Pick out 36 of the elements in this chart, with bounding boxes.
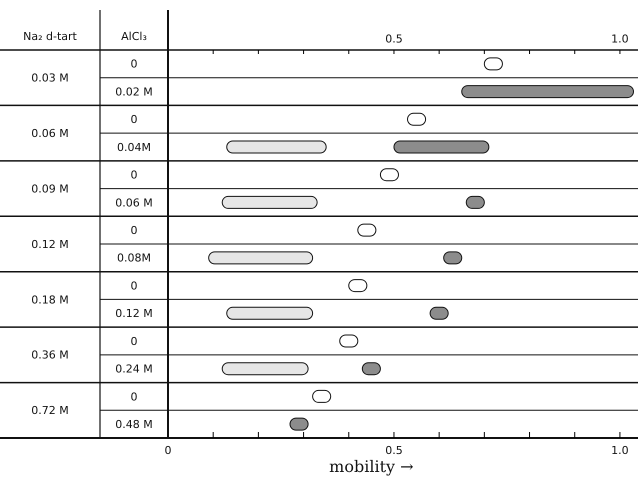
y-tick-label: 0 xyxy=(130,334,138,348)
x2-tick-label: 1.0 xyxy=(611,32,629,46)
bar xyxy=(222,362,309,376)
y-tick-label: 0.24 M xyxy=(115,362,153,376)
y-tick-label: 0 xyxy=(130,58,138,71)
y-tick-label: 0.06 M xyxy=(115,196,153,210)
bar xyxy=(222,196,318,209)
y-tick-label: 0.12 M xyxy=(115,307,153,320)
text: 0.03 M xyxy=(31,72,69,85)
bar xyxy=(226,140,327,154)
text: 0.06 M xyxy=(31,126,69,140)
x2-tick-label: 0.5 xyxy=(385,32,403,46)
y-tick-label: 0 xyxy=(130,279,138,292)
y-tick-label: 0 xyxy=(130,168,138,182)
text: Na₂ d-tart xyxy=(23,30,78,43)
text: 0.09 M xyxy=(31,182,69,196)
bar xyxy=(393,140,490,154)
x-tick-label: 0.5 xyxy=(385,444,403,458)
x-tick-label: 0 xyxy=(164,444,172,458)
y-tick-label: 0.04M xyxy=(117,140,151,154)
text: 0.72 M xyxy=(31,404,69,418)
text: 0.18 M xyxy=(31,293,69,306)
x-tick-label: 1.0 xyxy=(611,444,629,458)
text: 0.36 M xyxy=(31,348,69,362)
bar xyxy=(208,251,314,264)
x-axis-title: mobility → xyxy=(329,457,414,476)
text: 0.12 M xyxy=(31,238,69,251)
bar xyxy=(226,306,314,320)
y-tick-label: 0 xyxy=(130,390,138,404)
y-tick-label: 0.02 M xyxy=(115,85,153,98)
y-axis-title: AlCl₃ xyxy=(121,30,147,43)
y-tick-label: 0 xyxy=(130,224,138,237)
y-tick-label: 0.08M xyxy=(117,252,151,265)
y-tick-label: 0 xyxy=(130,113,138,126)
bar xyxy=(461,85,634,98)
y-tick-label: 0.48 M xyxy=(115,418,153,431)
